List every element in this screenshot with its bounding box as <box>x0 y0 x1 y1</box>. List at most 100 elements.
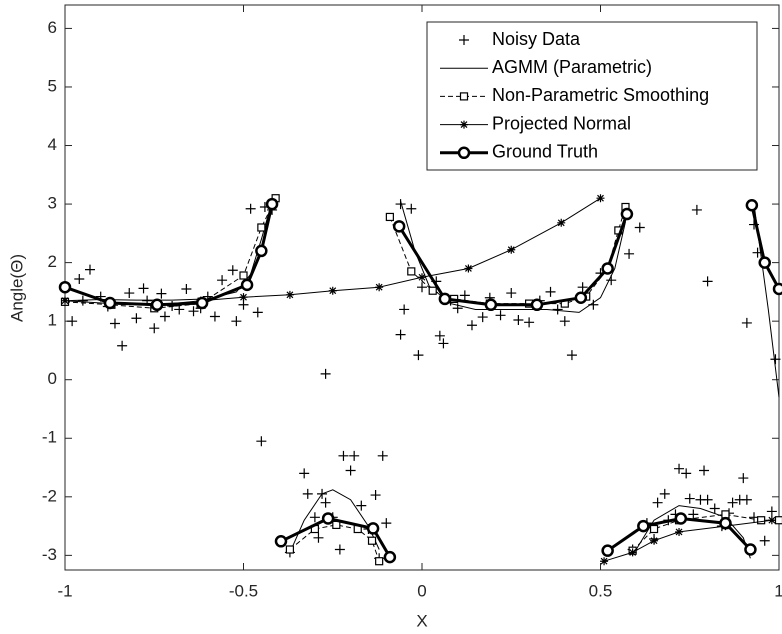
data-point <box>239 271 248 280</box>
data-point <box>459 35 469 45</box>
data-point <box>302 488 313 499</box>
data-point <box>545 286 556 297</box>
x-tick-label: 0 <box>417 581 426 600</box>
data-point <box>709 503 720 514</box>
data-point <box>577 282 588 293</box>
data-point <box>252 307 263 318</box>
data-point <box>407 267 416 276</box>
data-point <box>375 283 384 292</box>
data-point <box>674 463 685 474</box>
data-point <box>745 198 759 212</box>
data-point <box>620 207 634 221</box>
data-point <box>299 468 310 479</box>
data-point <box>659 488 670 499</box>
data-point <box>58 280 72 294</box>
data-point <box>370 490 381 501</box>
data-point <box>675 527 684 536</box>
data-point <box>702 276 713 287</box>
data-point <box>767 516 776 525</box>
data-point <box>721 510 730 519</box>
data-point <box>328 286 337 295</box>
data-point <box>313 532 324 543</box>
data-point <box>131 313 142 324</box>
data-point <box>557 218 566 227</box>
data-point <box>628 548 637 557</box>
data-point <box>774 516 782 525</box>
data-point <box>245 203 256 214</box>
data-point <box>265 197 279 211</box>
data-point <box>772 282 782 296</box>
data-point <box>338 450 349 461</box>
data-point <box>459 290 470 301</box>
data-point <box>257 223 266 232</box>
data-point <box>506 288 517 299</box>
data-point <box>61 296 69 305</box>
data-point <box>156 288 167 299</box>
data-point <box>395 199 406 210</box>
data-point <box>167 300 178 311</box>
data-point <box>356 500 367 511</box>
data-point <box>413 350 424 361</box>
data-point <box>699 465 710 476</box>
data-point <box>674 512 688 525</box>
data-point <box>103 296 117 310</box>
data-point <box>406 203 417 214</box>
y-tick-label: -2 <box>42 486 57 505</box>
legend-label: Projected Normal <box>492 113 631 133</box>
data-point <box>366 522 380 535</box>
y-tick-label: 6 <box>48 18 57 37</box>
data-point <box>428 286 437 295</box>
data-point <box>255 244 268 258</box>
legend-label: AGMM (Parametric) <box>492 57 652 77</box>
data-point <box>524 317 535 328</box>
data-point <box>240 278 254 292</box>
data-point <box>181 283 192 294</box>
data-point <box>464 264 473 273</box>
data-point <box>138 283 149 294</box>
data-point <box>574 291 588 304</box>
data-point <box>691 204 702 215</box>
data-point <box>367 536 377 545</box>
data-point <box>150 298 164 312</box>
data-point <box>274 535 288 548</box>
data-point <box>650 536 659 545</box>
data-point <box>395 329 406 340</box>
data-point <box>320 368 331 379</box>
data-point <box>513 314 524 325</box>
data-point <box>624 248 635 259</box>
data-point <box>417 282 427 293</box>
y-tick-label: 1 <box>48 311 57 330</box>
data-point <box>381 518 392 529</box>
data-point <box>149 323 160 334</box>
y-tick-label: 5 <box>48 76 57 95</box>
data-point <box>600 557 609 566</box>
x-tick-label: 1 <box>774 581 782 600</box>
data-point <box>375 557 384 566</box>
data-point <box>256 436 267 447</box>
legend-label: Ground Truth <box>492 142 598 162</box>
data-point <box>552 304 563 315</box>
x-axis-label: X <box>416 611 427 630</box>
y-tick-label: 0 <box>48 369 57 388</box>
data-point <box>195 296 209 310</box>
data-point <box>238 299 249 310</box>
data-point <box>309 512 320 523</box>
data-point <box>596 194 605 203</box>
data-point <box>495 310 506 321</box>
y-axis-label: Angle(Θ) <box>7 254 26 322</box>
data-point <box>738 473 749 484</box>
y-tick-label: -1 <box>42 428 57 447</box>
data-point <box>345 465 356 476</box>
data-point <box>392 220 406 233</box>
data-point <box>766 506 777 517</box>
data-point <box>741 317 752 328</box>
data-point <box>438 292 452 306</box>
x-tick-label: -1 <box>57 581 72 600</box>
data-point <box>759 535 770 546</box>
data-point <box>566 350 577 361</box>
data-point <box>159 311 170 322</box>
data-point <box>457 146 471 160</box>
data-point <box>124 288 135 299</box>
data-point <box>377 450 388 461</box>
